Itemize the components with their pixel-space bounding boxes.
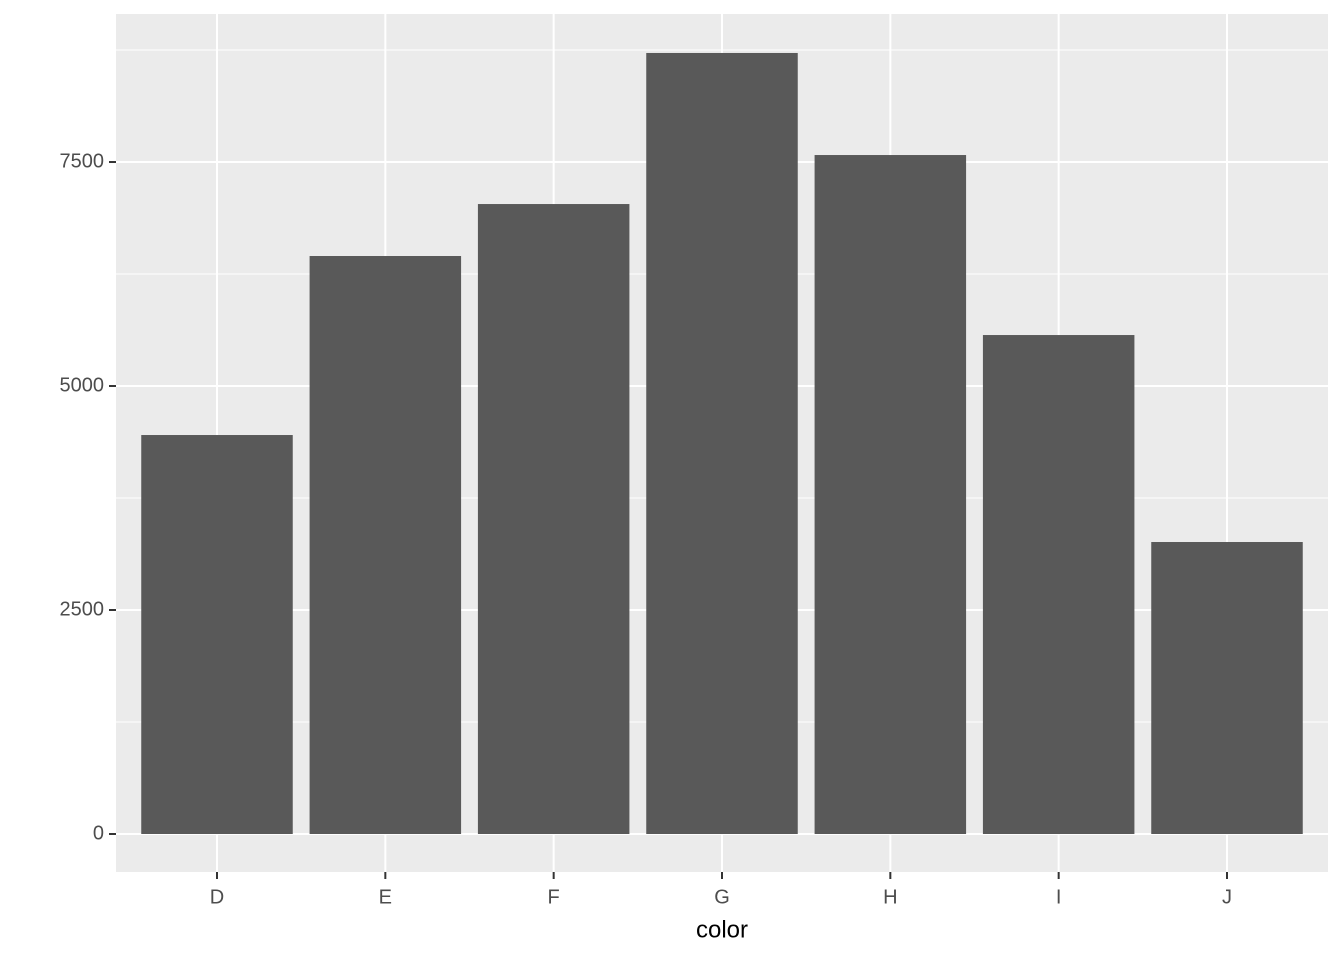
bar bbox=[141, 435, 293, 835]
x-tick-label: D bbox=[210, 886, 224, 908]
x-axis-title: color bbox=[696, 916, 748, 943]
bar bbox=[814, 155, 967, 835]
y-tick-label: 0 bbox=[93, 822, 104, 844]
marks bbox=[141, 52, 1303, 835]
y-tick-label: 2500 bbox=[60, 598, 105, 620]
bar bbox=[309, 256, 462, 835]
x-tick-label: I bbox=[1056, 886, 1062, 908]
y-tick-label: 7500 bbox=[60, 150, 105, 172]
x-tick-label: E bbox=[379, 886, 392, 908]
bar bbox=[477, 204, 630, 835]
labels: 0 2500 5000 7500 D E F G H I J bbox=[60, 150, 1233, 908]
x-tick-label: G bbox=[714, 886, 730, 908]
y-tick-label: 5000 bbox=[60, 374, 105, 396]
bar bbox=[1151, 542, 1303, 835]
x-tick-label: H bbox=[883, 886, 897, 908]
x-tick-label: F bbox=[548, 886, 560, 908]
bar bbox=[982, 335, 1135, 835]
x-tick-label: J bbox=[1222, 886, 1232, 908]
bar bbox=[646, 52, 798, 835]
